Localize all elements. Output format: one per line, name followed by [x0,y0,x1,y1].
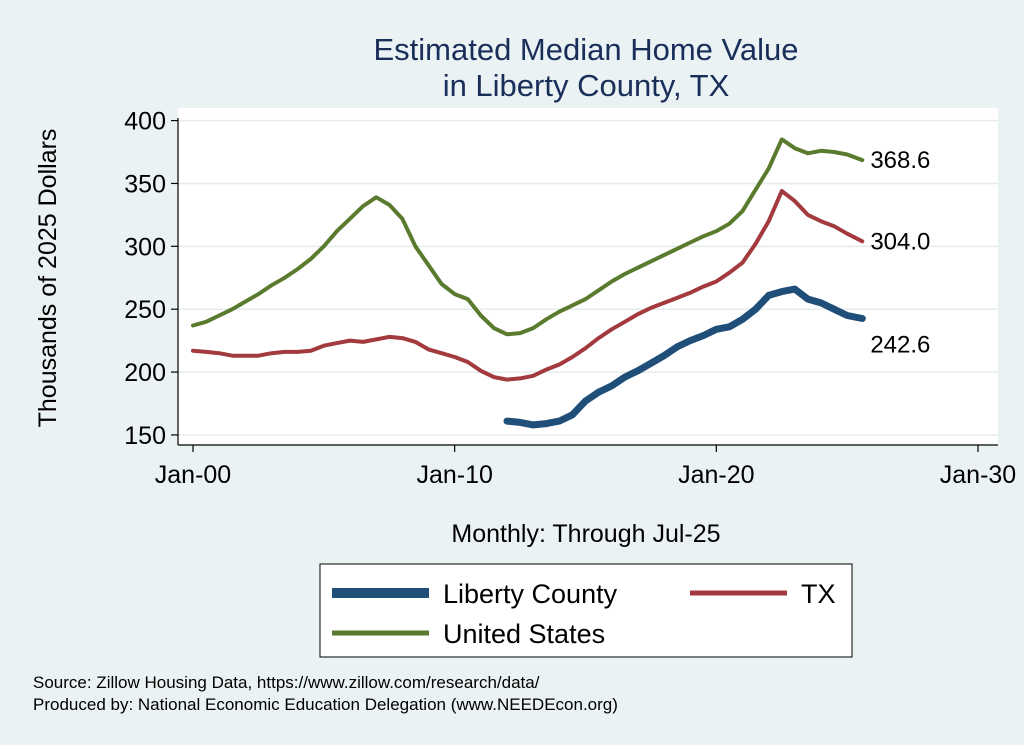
x-tick-label: Jan-10 [416,461,492,489]
legend-items: Liberty County TX United States [332,579,836,649]
series-line-tx [191,189,865,382]
legend-label: TX [801,579,836,609]
end-label-united-states: 368.6 [870,147,930,174]
end-labels: 242.6 304.0 368.6 [870,147,930,358]
x-axis: Jan-00 Jan-10 Jan-20 Jan-30 [155,444,1016,489]
series-line-united-states [191,137,865,337]
chart-subtitle: in Liberty County, TX [443,68,730,103]
y-tick-label: 300 [124,233,166,261]
y-axis: 150 200 250 300 350 400 [124,108,179,450]
x-tick-label: Jan-20 [678,461,754,489]
x-tick-label: Jan-30 [940,461,1016,489]
end-label-liberty-county: 242.6 [870,331,930,358]
x-tick-label: Jan-00 [155,461,231,489]
legend-label: Liberty County [443,579,618,609]
legend-label: United States [443,619,605,649]
source-note: Source: Zillow Housing Data, https://www… [33,673,540,692]
chart-title: Estimated Median Home Value [373,32,798,67]
y-axis-title: Thousands of 2025 Dollars [34,129,62,428]
x-axis-title: Monthly: Through Jul-25 [451,520,720,548]
y-tick-label: 250 [124,296,166,324]
gridlines [178,119,998,436]
y-tick-label: 350 [124,170,166,198]
series-lines [191,137,866,429]
series-line-liberty-county [503,285,866,429]
plot-area [178,108,998,445]
y-tick-label: 200 [124,359,166,387]
legend [319,563,853,658]
producer-note: Produced by: National Economic Education… [33,695,618,714]
y-tick-label: 400 [124,108,166,136]
end-label-tx: 304.0 [870,228,930,255]
y-tick-label: 150 [124,422,166,450]
